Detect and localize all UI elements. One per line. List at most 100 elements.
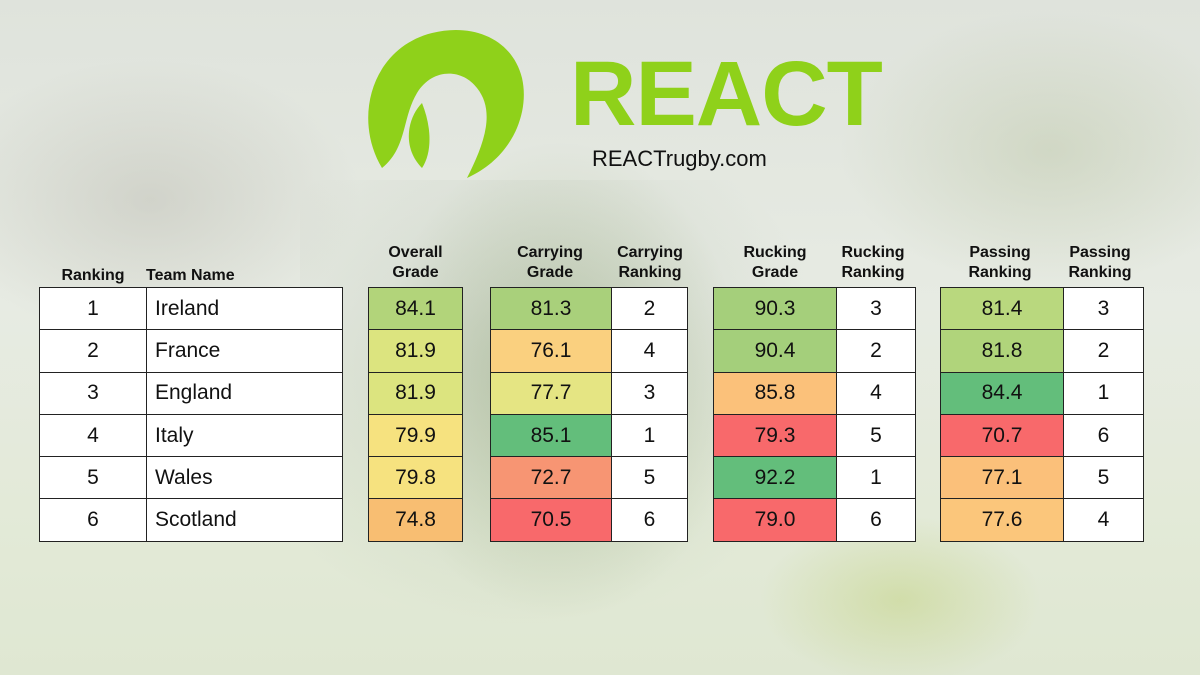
passing-grade-cell: 77.6 (940, 498, 1064, 542)
table-row: 90.3 3 (713, 286, 916, 331)
table-row: 79.0 6 (713, 498, 916, 542)
table-row: 3 England (39, 371, 343, 415)
ranking-cell: 2 (39, 329, 147, 373)
carrying-ranking-cell: 3 (611, 371, 688, 415)
table-row: 77.7 3 (490, 371, 688, 415)
ranking-cell: 1 (39, 286, 147, 331)
table-row: 81.3 2 (490, 286, 688, 331)
table-row: 81.8 2 (940, 329, 1144, 373)
team-name-cell: Wales (146, 456, 343, 500)
passing-ranking-cell: 1 (1063, 371, 1144, 415)
table-row: 79.9 (368, 413, 463, 458)
overall-grade-cell: 74.8 (368, 498, 463, 542)
rucking-table: 90.3 3 90.4 2 85.8 4 79.3 5 92.2 1 79.0 6 (713, 286, 916, 542)
table-row: 81.4 3 (940, 286, 1144, 331)
table-row: 2 France (39, 329, 343, 373)
ranking-cell: 4 (39, 413, 147, 458)
overall-grade-cell: 79.9 (368, 413, 463, 458)
header-carrying-ranking: Carrying Ranking (617, 244, 683, 281)
overall-grade-cell: 84.1 (368, 286, 463, 331)
passing-grade-cell: 81.8 (940, 329, 1064, 373)
table-row: 74.8 (368, 498, 463, 542)
rucking-grade-cell: 92.2 (713, 456, 837, 500)
ranking-cell: 5 (39, 456, 147, 500)
rucking-ranking-cell: 5 (836, 413, 916, 458)
carrying-ranking-cell: 6 (611, 498, 688, 542)
overall-grade-cell: 79.8 (368, 456, 463, 500)
carrying-table: 81.3 2 76.1 4 77.7 3 85.1 1 72.7 5 70.5 6 (490, 286, 688, 542)
table-row: 90.4 2 (713, 329, 916, 373)
header-ranking: Ranking (61, 267, 125, 284)
team-name-cell: France (146, 329, 343, 373)
table-row: 70.7 6 (940, 413, 1144, 458)
rucking-grade-cell: 90.3 (713, 286, 837, 331)
passing-grade-cell: 84.4 (940, 371, 1064, 415)
carrying-ranking-cell: 5 (611, 456, 688, 500)
table-row: 85.8 4 (713, 371, 916, 415)
carrying-grade-cell: 76.1 (490, 329, 612, 373)
carrying-grade-cell: 85.1 (490, 413, 612, 458)
team-name-cell: Ireland (146, 286, 343, 331)
passing-grade-cell: 70.7 (940, 413, 1064, 458)
passing-ranking-cell: 3 (1063, 286, 1144, 331)
brand-name: REACT (570, 43, 883, 145)
rucking-ranking-cell: 2 (836, 329, 916, 373)
team-name-cell: Italy (146, 413, 343, 458)
passing-ranking-cell: 5 (1063, 456, 1144, 500)
table-row: 79.3 5 (713, 413, 916, 458)
carrying-grade-cell: 81.3 (490, 286, 612, 331)
header-passing-grade: Passing Ranking (968, 244, 1032, 281)
table-row: 76.1 4 (490, 329, 688, 373)
passing-table: 81.4 3 81.8 2 84.4 1 70.7 6 77.1 5 77.6 4 (940, 286, 1144, 542)
website-url: REACTrugby.com (592, 146, 767, 171)
table-row: 1 Ireland (39, 286, 343, 331)
overall-grade-table: 84.1 81.9 81.9 79.9 79.8 74.8 (368, 286, 463, 542)
carrying-grade-cell: 70.5 (490, 498, 612, 542)
header-team-name: Team Name (146, 267, 235, 284)
table-row: 72.7 5 (490, 456, 688, 500)
table-row: 92.2 1 (713, 456, 916, 500)
carrying-grade-cell: 72.7 (490, 456, 612, 500)
header-rucking-grade: Rucking Grade (743, 244, 807, 281)
rucking-ranking-cell: 6 (836, 498, 916, 542)
carrying-ranking-cell: 1 (611, 413, 688, 458)
header-carrying-grade: Carrying Grade (517, 244, 583, 281)
table-row: 84.4 1 (940, 371, 1144, 415)
header-rucking-ranking: Rucking Ranking (841, 244, 905, 281)
table-row: 6 Scotland (39, 498, 343, 542)
table-row: 85.1 1 (490, 413, 688, 458)
rucking-grade-cell: 79.3 (713, 413, 837, 458)
table-row: 81.9 (368, 371, 463, 415)
passing-grade-cell: 81.4 (940, 286, 1064, 331)
table-row: 5 Wales (39, 456, 343, 500)
overall-grade-cell: 81.9 (368, 371, 463, 415)
rucking-grade-cell: 79.0 (713, 498, 837, 542)
table-row: 77.1 5 (940, 456, 1144, 500)
table-row: 77.6 4 (940, 498, 1144, 542)
ranking-cell: 6 (39, 498, 147, 542)
team-name-cell: England (146, 371, 343, 415)
table-row: 4 Italy (39, 413, 343, 458)
table-row: 81.9 (368, 329, 463, 373)
ranking-cell: 3 (39, 371, 147, 415)
carrying-ranking-cell: 4 (611, 329, 688, 373)
carrying-grade-cell: 77.7 (490, 371, 612, 415)
table-row: 70.5 6 (490, 498, 688, 542)
passing-ranking-cell: 2 (1063, 329, 1144, 373)
rucking-ranking-cell: 4 (836, 371, 916, 415)
overall-grade-cell: 81.9 (368, 329, 463, 373)
carrying-ranking-cell: 2 (611, 286, 688, 331)
header-overall-grade: Overall Grade (388, 244, 443, 281)
team-name-cell: Scotland (146, 498, 343, 542)
rucking-grade-cell: 85.8 (713, 371, 837, 415)
rucking-grade-cell: 90.4 (713, 329, 837, 373)
passing-ranking-cell: 4 (1063, 498, 1144, 542)
header-passing-ranking: Passing Ranking (1068, 244, 1132, 281)
team-table: 1 Ireland 2 France 3 England 4 Italy 5 Wales 6 Scot… (39, 286, 343, 542)
passing-ranking-cell: 6 (1063, 413, 1144, 458)
table-row: 79.8 (368, 456, 463, 500)
rucking-ranking-cell: 3 (836, 286, 916, 331)
table-row: 84.1 (368, 286, 463, 331)
react-logo-icon (368, 30, 524, 178)
rucking-ranking-cell: 1 (836, 456, 916, 500)
